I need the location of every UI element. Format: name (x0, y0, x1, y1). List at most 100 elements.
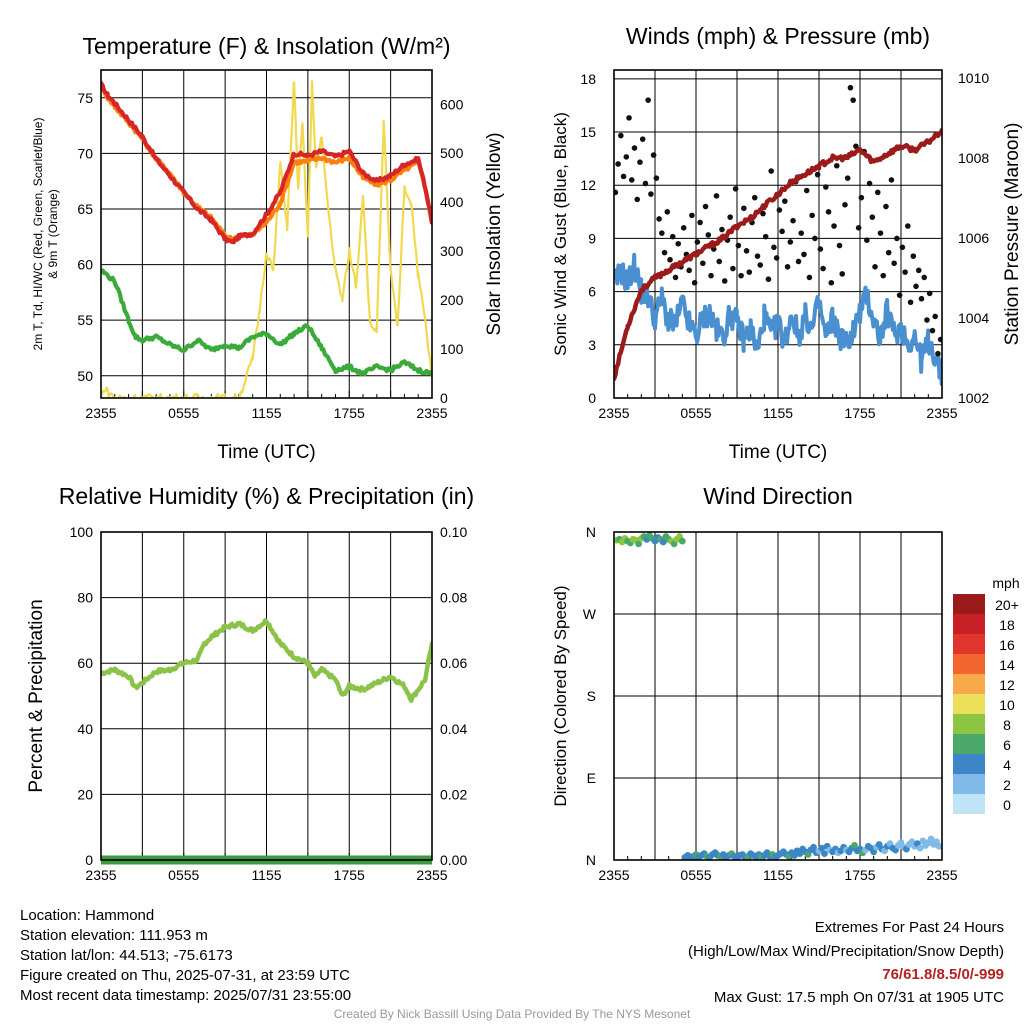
rh-y2tick-label: 0.00 (440, 852, 467, 868)
colorbar-swatch (953, 754, 985, 774)
dir-xtick-label: 2355 (598, 867, 629, 883)
rh-ytick-label: 80 (77, 590, 93, 606)
gust-point (757, 262, 764, 268)
gust-point (814, 171, 821, 178)
gust-point (913, 283, 919, 290)
rh-ytick-label: 20 (77, 786, 93, 802)
gust-point (929, 327, 936, 334)
dir-ytick-label: N (586, 852, 596, 868)
direction-point (927, 835, 935, 843)
colorbar-label: 14 (999, 657, 1015, 673)
wind-xlabel: Time (UTC) (729, 442, 828, 463)
temp-series-line (101, 80, 432, 245)
gust-point (615, 161, 621, 167)
wind-xtick-label: 2355 (598, 405, 629, 421)
colorbar-swatch (953, 694, 985, 714)
wind-y2label: Station Pressure (Maroon) (1002, 123, 1023, 346)
gust-point (675, 240, 682, 247)
temp-y2tick-label: 500 (440, 145, 464, 161)
temp-y2tick-label: 300 (440, 243, 464, 259)
wind-y2tick-label: 1002 (958, 390, 989, 406)
temp-ytick-label: 70 (77, 145, 93, 161)
gust-point (787, 239, 794, 245)
gust-point (869, 214, 876, 220)
gust-point (888, 177, 895, 183)
gust-point (883, 203, 889, 210)
gust-point (891, 260, 897, 267)
colorbar-swatch (953, 714, 985, 734)
gust-point (628, 177, 635, 183)
pressure-line (614, 127, 942, 382)
gust-point (650, 152, 657, 158)
direction-point (678, 537, 686, 545)
wind-ytick-label: 18 (580, 71, 596, 87)
gust-point (716, 258, 723, 265)
gust-point (754, 253, 761, 259)
colorbar-swatch (953, 654, 985, 674)
gust-point (806, 274, 813, 281)
temp-y2tick-label: 600 (440, 96, 464, 112)
gust-point (746, 269, 753, 275)
gust-point (713, 193, 720, 199)
gust-point (779, 228, 785, 235)
colorbar-swatch (953, 734, 985, 754)
gust-point (751, 194, 758, 201)
gust-point (661, 249, 668, 256)
colorbar-label: 16 (999, 637, 1015, 653)
rh-ytick-label: 60 (77, 655, 93, 671)
gust-point (817, 246, 824, 252)
colorbar-label: 18 (999, 617, 1015, 633)
gust-point (937, 336, 942, 343)
extremes-subtitle: (High/Low/Max Wind/Precipitation/Snow De… (688, 943, 1004, 960)
temp-series-line (101, 268, 432, 377)
dir-ytick-label: N (586, 524, 596, 540)
credit-line: Created By Nick Bassill Using Data Provi… (333, 1007, 691, 1021)
temp-ytick-label: 65 (77, 201, 93, 217)
colorbar-label: 8 (1003, 717, 1011, 733)
wind-ytick-label: 15 (580, 124, 596, 140)
wind-y2tick-label: 1010 (958, 70, 989, 86)
rh-title: Relative Humidity (%) & Precipitation (i… (59, 483, 474, 509)
temp-y2tick-label: 100 (440, 341, 464, 357)
wind-y2tick-label: 1004 (958, 310, 989, 326)
gust-point (672, 274, 679, 281)
direction-point (851, 842, 858, 849)
gust-point (702, 203, 709, 210)
temp-xtick-label: 2355 (85, 405, 116, 421)
rh-line (101, 618, 432, 703)
wind-xtick-label: 1155 (763, 405, 793, 421)
gust-point (700, 260, 706, 267)
gust-point (694, 239, 701, 245)
wind-ylabel: Sonic Wind & Gust (Blue, Black) (551, 112, 570, 356)
direction-point (935, 842, 942, 850)
rh-plot-border (100, 531, 433, 861)
colorbar-swatch (953, 674, 985, 694)
temp-y2tick-label: 400 (440, 194, 464, 210)
gust-point (905, 223, 911, 229)
dir-ytick-label: E (587, 770, 596, 786)
gust-point (656, 216, 662, 222)
gust-point (732, 185, 739, 192)
gust-point (645, 97, 651, 103)
rh-y2tick-label: 0.06 (440, 655, 467, 671)
gust-point (809, 212, 815, 219)
rh-y2tick-label: 0.08 (440, 590, 467, 606)
temp-ytick-label: 50 (77, 368, 93, 384)
colorbar-swatch (953, 614, 985, 634)
direction-point (635, 540, 642, 548)
gust-point (902, 269, 908, 275)
gust-point (877, 230, 884, 236)
dir-title: Wind Direction (703, 483, 853, 509)
dir-xtick-label: 2355 (926, 867, 957, 883)
gust-point (924, 317, 930, 323)
gust-point (626, 115, 632, 121)
gust-point (790, 217, 796, 224)
colorbar-label: 4 (1003, 757, 1011, 773)
gust-point (803, 187, 810, 194)
wind-y2tick-label: 1008 (958, 150, 989, 166)
dir-xtick-label: 1755 (844, 867, 875, 883)
colorbar-label: 2 (1003, 777, 1011, 793)
dir-plot-border (613, 531, 943, 861)
gust-point (738, 272, 744, 279)
extremes-title: Extremes For Past 24 Hours (814, 919, 1004, 936)
